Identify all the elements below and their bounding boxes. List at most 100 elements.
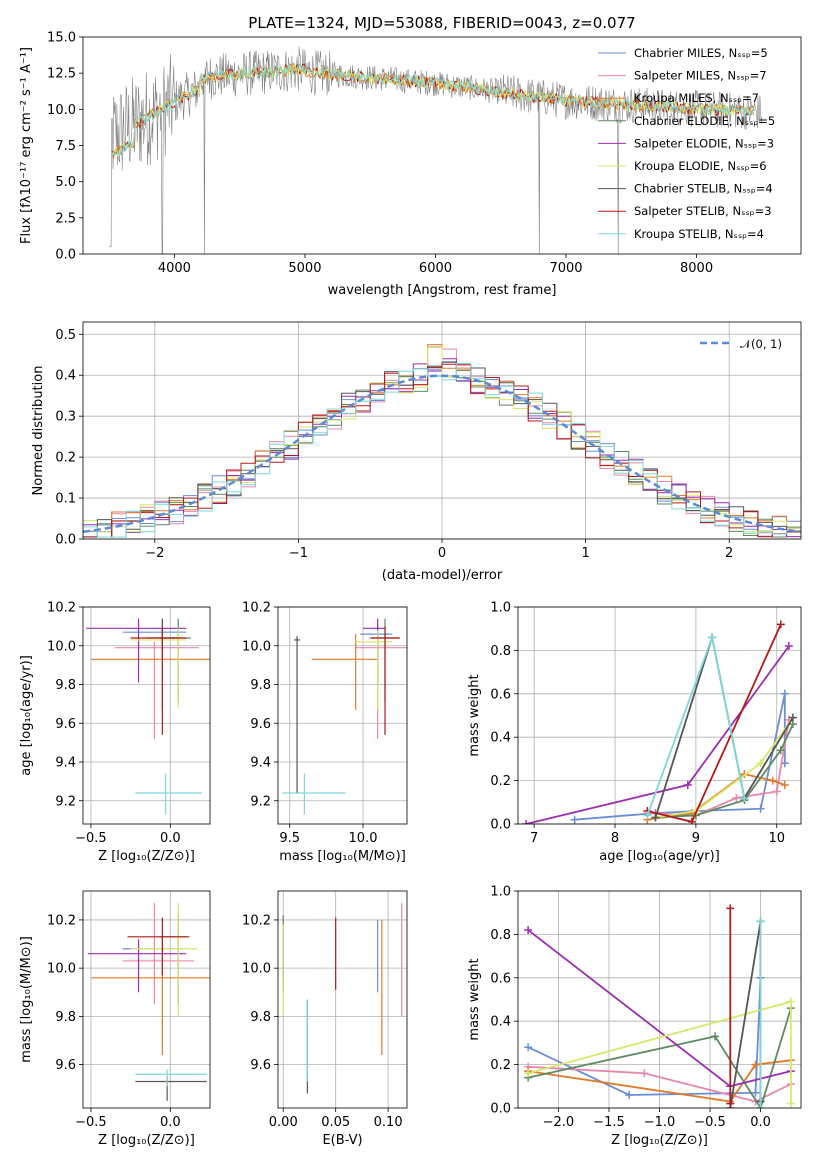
weight-marker — [726, 904, 735, 913]
y-tick-label: 1.0 — [490, 885, 511, 900]
legend-entry: Chabrier MILES, Nₛₛₚ=5 — [634, 46, 768, 60]
residuals-frame — [82, 321, 802, 540]
y-tick-label: 15.0 — [47, 31, 76, 46]
weight-marker — [524, 926, 533, 935]
x-tick-label: 10.0 — [349, 831, 378, 846]
y-tick-label: 10.0 — [47, 639, 76, 654]
y-tick-label: 10.0 — [47, 103, 76, 118]
error-point — [159, 915, 187, 1005]
weight-marker — [751, 1060, 760, 1069]
x-tick-label: −1 — [289, 546, 308, 561]
weight-series — [655, 717, 794, 819]
x-tick-label: −1.0 — [644, 1115, 676, 1130]
y-tick-label: 0.5 — [55, 328, 76, 343]
y-tick-label: 0.8 — [490, 644, 511, 659]
legend-entry: Salpeter MILES, Nₛₛₚ=7 — [634, 69, 767, 83]
error-point — [311, 634, 378, 710]
y-tick-label: 0.3 — [55, 410, 76, 425]
weight-marker — [640, 1069, 649, 1078]
model-spectrum — [111, 63, 755, 158]
gaussian-curve — [83, 374, 801, 534]
x-tick-label: −0.5 — [75, 1115, 107, 1130]
y-tick-label: 2.5 — [55, 211, 76, 226]
y-tick-label: 0.2 — [490, 1058, 511, 1073]
x-tick-label: 0 — [438, 546, 446, 561]
x-tick-label: 0.10 — [374, 1115, 403, 1130]
x-tick-label: 9.5 — [279, 831, 300, 846]
y-tick-label: 9.8 — [250, 1010, 271, 1025]
y-tick-label: 12.5 — [47, 67, 76, 82]
legend-entry: Kroupa STELIB, Nₛₛₚ=4 — [634, 227, 764, 241]
weight-series — [528, 1065, 792, 1103]
x-tick-label: 0.0 — [160, 831, 181, 846]
weight-marker — [570, 815, 579, 824]
y-tick-label: 10.0 — [242, 962, 271, 977]
weight-marker — [756, 804, 765, 813]
p2-points — [282, 618, 407, 815]
weight-marker — [776, 620, 785, 629]
weight-series — [527, 1007, 792, 1108]
y-tick-label: 0.4 — [490, 1015, 511, 1030]
residuals-xlabel: (data-model)/error — [382, 568, 503, 583]
error-point — [135, 1069, 207, 1087]
weight-marker — [786, 1099, 795, 1108]
x-tick-label: −1.5 — [593, 1115, 625, 1130]
error-point — [130, 903, 198, 1017]
spectrum-title: PLATE=1324, MJD=53088, FIBERID=0043, z=0… — [248, 14, 635, 32]
weight-marker — [776, 746, 785, 755]
p4-frame — [82, 890, 211, 1109]
y-tick-label: 0.6 — [490, 687, 511, 702]
p5-frame — [277, 890, 408, 1109]
weight-marker — [625, 1090, 634, 1099]
y-tick-label: 0.1 — [55, 492, 76, 507]
y-tick-label: 9.4 — [250, 756, 271, 771]
x-tick-label: 0.05 — [321, 1115, 350, 1130]
y-tick-label: 9.6 — [250, 1058, 271, 1073]
y-tick-label: 0.8 — [490, 928, 511, 943]
y-tick-label: 0.0 — [55, 533, 76, 548]
p3-frame — [517, 606, 802, 825]
histograms — [83, 344, 801, 539]
y-tick-label: 5.0 — [55, 175, 76, 190]
error-point — [90, 968, 210, 1055]
y-tick-label: 10.2 — [242, 601, 271, 616]
x-tick-label: 7000 — [549, 261, 582, 276]
weight-series — [574, 693, 786, 821]
p2-xlabel: mass [log₁₀(M/M⊙)] — [279, 849, 406, 864]
weight-marker — [651, 813, 660, 822]
weight-marker — [711, 1032, 720, 1041]
p1-frame — [82, 606, 211, 825]
weight-marker — [768, 776, 777, 785]
y-tick-label: 9.6 — [55, 1058, 76, 1073]
weight-marker — [683, 780, 692, 789]
weight-marker — [708, 633, 717, 642]
spectrum-axes — [79, 36, 697, 258]
y-tick-label: 9.6 — [250, 717, 271, 732]
x-tick-label: 5000 — [288, 261, 321, 276]
error-point — [114, 641, 199, 739]
error-point — [282, 773, 346, 815]
model-spectrum — [111, 63, 755, 155]
p4-points — [87, 903, 210, 1101]
y-tick-label: 0.0 — [490, 818, 511, 833]
legend-entry: Kroupa ELODIE, Nₛₛₚ=6 — [634, 159, 767, 173]
weight-marker — [732, 793, 741, 802]
p6-lines — [524, 904, 795, 1108]
y-tick-label: 9.8 — [55, 678, 76, 693]
legend-entry: 𝒩(0, 1) — [740, 337, 782, 351]
weight-series — [527, 977, 762, 1096]
x-tick-label: 9 — [692, 831, 700, 846]
p4-ylabel: mass [log₁₀(M/M⊙)] — [19, 936, 34, 1063]
weight-marker — [726, 1099, 735, 1108]
error-point — [363, 618, 386, 683]
y-tick-label: 0.4 — [55, 369, 76, 384]
error-point — [159, 618, 191, 702]
weight-marker — [643, 811, 652, 820]
x-tick-label: 4000 — [158, 261, 191, 276]
error-point — [130, 628, 187, 708]
p4-axes — [79, 891, 210, 1112]
error-point — [127, 917, 190, 976]
legend-entry: Chabrier STELIB, Nₛₛₚ=4 — [634, 182, 773, 196]
spectrum-ylabel: Flux [fλ10⁻¹⁷ erg cm⁻² s⁻¹ A⁻¹] — [19, 47, 34, 244]
